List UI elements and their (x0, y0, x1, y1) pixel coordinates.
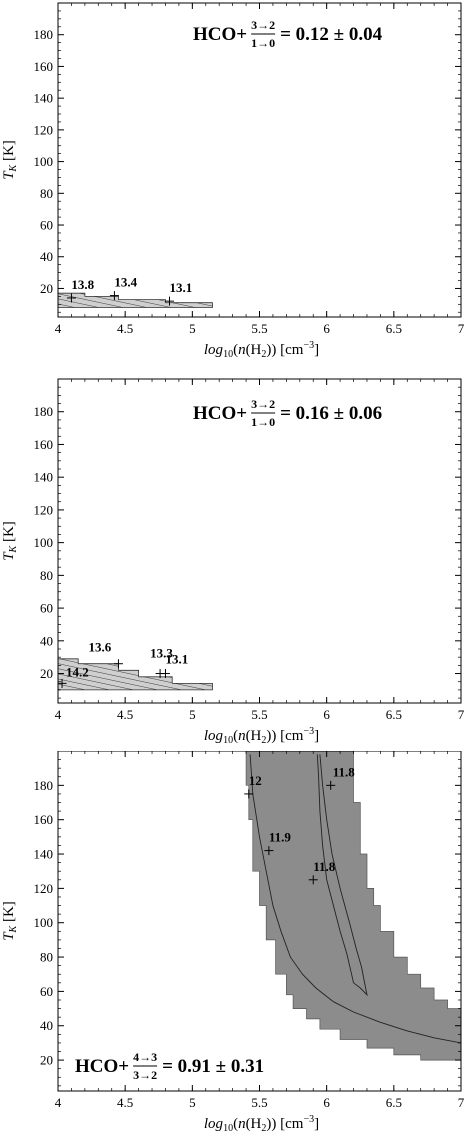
x-axis-label: log10(n(H2)) [cm−3] (204, 726, 319, 746)
y-tick-label: 140 (34, 470, 54, 485)
y-axis-label: TK [K] (1, 521, 19, 561)
x-tick-label: 5.5 (251, 321, 267, 336)
x-axis-label: log10(n(H2)) [cm−3] (204, 340, 319, 360)
marker-label: 13.1 (165, 652, 188, 667)
y-tick-label: 40 (40, 249, 53, 264)
y-tick-label: 160 (34, 59, 54, 74)
x-tick-label: 4 (55, 1095, 62, 1110)
x-tick-label: 6 (323, 321, 330, 336)
ratio-lower-transition: 3→2 (133, 1068, 157, 1082)
y-tick-label: 80 (40, 950, 53, 965)
marker-label: 13.1 (169, 280, 192, 295)
x-tick-label: 6.5 (386, 707, 402, 722)
contour-line-1 (249, 754, 461, 1044)
marker-label: 13.4 (114, 275, 137, 290)
ratio-value: = 0.91 ± 0.31 (162, 1056, 264, 1077)
marker-label: 13.8 (71, 277, 94, 292)
x-tick-label: 5 (189, 321, 196, 336)
y-tick-label: 100 (34, 535, 54, 550)
y-tick-label: 120 (34, 122, 54, 137)
y-tick-label: 120 (34, 502, 54, 517)
x-tick-label: 7 (458, 321, 464, 336)
y-axis-label: TK [K] (1, 140, 19, 180)
ratio-upper-transition: 4→3 (133, 1050, 157, 1064)
marker-label: 13.6 (88, 640, 111, 655)
ratio-upper-transition: 3→2 (251, 397, 275, 411)
x-tick-label: 4 (55, 707, 62, 722)
confidence-region (58, 658, 213, 691)
x-tick-label: 6.5 (386, 1095, 402, 1110)
marker-label: 11.9 (269, 830, 292, 845)
x-tick-label: 6.5 (386, 321, 402, 336)
y-tick-label: 80 (40, 568, 53, 583)
x-tick-label: 5.5 (251, 1095, 267, 1110)
chart-panel-2: 4 4.5 5 5.5 6 6.5 7 20 40 60 80 100 120 140 160 180 log1… (1, 378, 464, 746)
x-tick-label: 4.5 (117, 321, 133, 336)
ratio-species: HCO+ (193, 403, 247, 424)
y-tick-label: 120 (34, 881, 54, 896)
confidence-region (245, 751, 461, 1061)
confidence-region (58, 292, 213, 308)
y-tick-label: 180 (34, 778, 54, 793)
y-tick-label: 40 (40, 1018, 53, 1033)
y-axis-label: TK [K] (1, 901, 19, 941)
x-tick-label: 5 (189, 707, 196, 722)
x-tick-label: 7 (458, 1095, 464, 1110)
x-axis-label: log10(n(H2)) [cm−3] (204, 1114, 319, 1134)
ratio-value: = 0.12 ± 0.04 (280, 24, 383, 45)
y-tick-label: 180 (34, 27, 54, 42)
chart-panel-3: 4 4.5 5 5.5 6 6.5 7 20 40 60 80 100 120 140 160 180 log1… (1, 751, 464, 1134)
x-tick-label: 4.5 (117, 1095, 133, 1110)
y-tick-label: 160 (34, 812, 54, 827)
x-tick-label: 6 (323, 1095, 330, 1110)
y-tick-label: 20 (40, 1053, 53, 1068)
x-tick-label: 5 (189, 1095, 196, 1110)
y-tick-label: 140 (34, 91, 54, 106)
x-tick-label: 7 (458, 707, 464, 722)
x-tick-label: 4.5 (117, 707, 133, 722)
x-tick-label: 5.5 (251, 707, 267, 722)
y-tick-label: 160 (34, 437, 54, 452)
y-tick-label: 60 (40, 601, 53, 616)
contour-line-2 (316, 754, 368, 997)
ratio-lower-transition: 1→0 (251, 36, 275, 50)
marker-label: 14.2 (66, 664, 89, 679)
y-tick-label: 140 (34, 847, 54, 862)
y-tick-label: 20 (40, 281, 53, 296)
marker-label: 11.8 (333, 764, 356, 779)
ratio-species: HCO+ (75, 1056, 129, 1077)
y-tick-label: 100 (34, 154, 54, 169)
y-tick-label: 40 (40, 633, 53, 648)
y-tick-label: 60 (40, 218, 53, 233)
y-tick-label: 80 (40, 186, 53, 201)
ratio-lower-transition: 1→0 (251, 415, 275, 429)
ratio-upper-transition: 3→2 (251, 18, 275, 32)
y-tick-label: 100 (34, 915, 54, 930)
marker-label: 12 (249, 773, 262, 788)
plot-frame (57, 2, 462, 318)
marker-label: 11.8 (313, 859, 336, 874)
x-tick-label: 4 (55, 321, 62, 336)
x-tick-label: 6 (323, 707, 330, 722)
y-tick-label: 20 (40, 666, 53, 681)
ratio-species: HCO+ (193, 24, 247, 45)
marker-label: 13.3 (150, 646, 173, 661)
ratio-value: = 0.16 ± 0.06 (280, 403, 382, 424)
y-tick-label: 180 (34, 404, 54, 419)
y-tick-label: 60 (40, 984, 53, 999)
chart-panel-1: 4 4.5 5 5.5 6 6.5 7 20 40 60 80 100 120 140 160 180 log1… (1, 2, 464, 360)
